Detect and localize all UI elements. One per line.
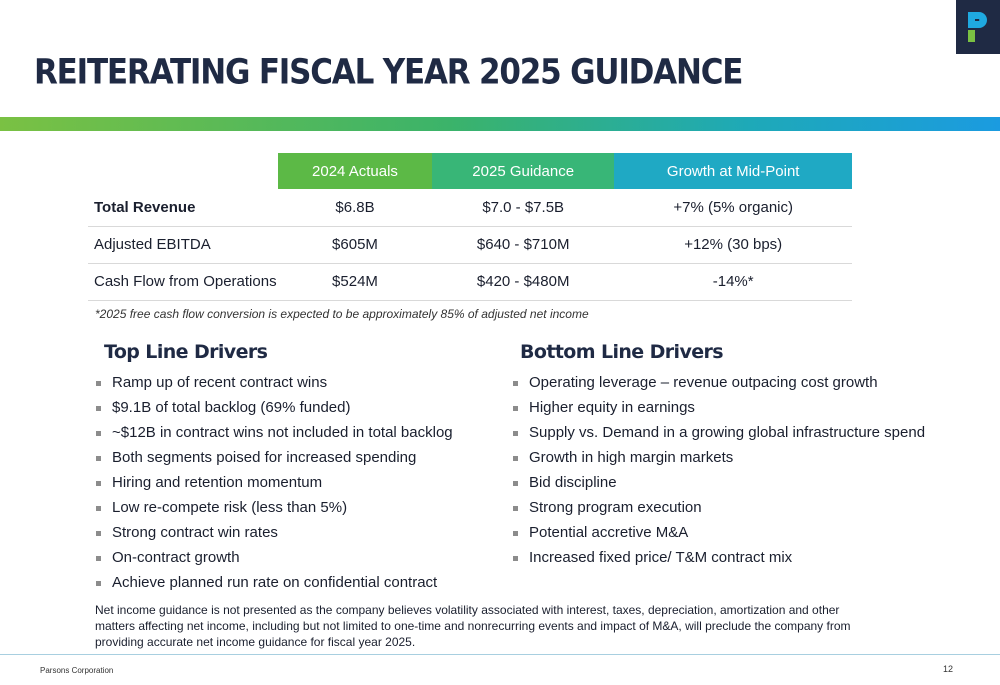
table-footnote: *2025 free cash flow conversion is expec… — [95, 307, 589, 321]
list-item: Ramp up of recent contract wins — [95, 374, 495, 399]
parsons-p-logo-icon — [968, 12, 987, 42]
cell-actuals: $605M — [278, 226, 432, 264]
bullet-icon — [513, 556, 518, 561]
list-item: Growth in high margin markets — [512, 449, 932, 474]
bullet-icon — [96, 531, 101, 536]
column-header-2025-guidance: 2025 Guidance — [431, 153, 615, 189]
bullet-icon — [96, 381, 101, 386]
list-item: ~$12B in contract wins not included in t… — [95, 424, 495, 449]
bullet-icon — [513, 406, 518, 411]
footer-company: Parsons Corporation — [40, 666, 114, 675]
list-item: Higher equity in earnings — [512, 399, 932, 424]
table-row: Total Revenue $6.8B $7.0 - $7.5B +7% (5%… — [88, 189, 852, 227]
bullet-icon — [96, 481, 101, 486]
list-item: $9.1B of total backlog (69% funded) — [95, 399, 495, 424]
cell-actuals: $6.8B — [278, 189, 432, 227]
list-item: Increased fixed price/ T&M contract mix — [512, 549, 932, 574]
cell-guidance: $420 - $480M — [431, 263, 615, 301]
list-item: Potential accretive M&A — [512, 524, 932, 549]
list-item: Strong program execution — [512, 499, 932, 524]
bullet-icon — [96, 556, 101, 561]
list-item: On-contract growth — [95, 549, 495, 574]
list-item: Both segments poised for increased spend… — [95, 449, 495, 474]
list-item: Achieve planned run rate on confidential… — [95, 574, 495, 599]
list-item: Strong contract win rates — [95, 524, 495, 549]
bullet-icon — [96, 581, 101, 586]
bullet-icon — [513, 456, 518, 461]
bullet-icon — [513, 481, 518, 486]
cell-actuals: $524M — [278, 263, 432, 301]
bullet-icon — [96, 406, 101, 411]
table-row: Cash Flow from Operations $524M $420 - $… — [88, 263, 852, 301]
table-header-row: 2024 Actuals 2025 Guidance Growth at Mid… — [88, 153, 852, 189]
table-row: Adjusted EBITDA $605M $640 - $710M +12% … — [88, 226, 852, 264]
column-header-2024-actuals: 2024 Actuals — [278, 153, 432, 189]
guidance-table: 2024 Actuals 2025 Guidance Growth at Mid… — [88, 153, 852, 301]
cell-guidance: $640 - $710M — [431, 226, 615, 264]
bottom-line-drivers-list: Operating leverage – revenue outpacing c… — [512, 374, 932, 574]
row-label-total-revenue: Total Revenue — [88, 189, 278, 227]
list-item: Supply vs. Demand in a growing global in… — [512, 424, 932, 449]
cell-growth: +7% (5% organic) — [614, 189, 852, 227]
list-item: Bid discipline — [512, 474, 932, 499]
bullet-icon — [513, 506, 518, 511]
footer-divider — [0, 654, 1000, 655]
table-corner — [88, 153, 278, 189]
row-label-cash-flow: Cash Flow from Operations — [88, 263, 278, 301]
bullet-icon — [96, 506, 101, 511]
cell-guidance: $7.0 - $7.5B — [431, 189, 615, 227]
bullet-icon — [513, 531, 518, 536]
company-logo — [956, 0, 1000, 54]
page-number: 12 — [943, 664, 954, 674]
bullet-icon — [513, 431, 518, 436]
column-header-growth: Growth at Mid-Point — [614, 153, 852, 189]
page-title: REITERATING FISCAL YEAR 2025 GUIDANCE — [34, 52, 743, 93]
bullet-icon — [513, 381, 518, 386]
bullet-icon — [96, 431, 101, 436]
header-gradient-bar — [0, 117, 1000, 131]
cell-growth: +12% (30 bps) — [614, 226, 852, 264]
cell-growth: -14%* — [614, 263, 852, 301]
top-line-drivers-heading: Top Line Drivers — [104, 341, 268, 363]
top-line-drivers-list: Ramp up of recent contract wins $9.1B of… — [95, 374, 495, 599]
row-label-adjusted-ebitda: Adjusted EBITDA — [88, 226, 278, 264]
list-item: Low re-compete risk (less than 5%) — [95, 499, 495, 524]
bullet-icon — [96, 456, 101, 461]
list-item: Hiring and retention momentum — [95, 474, 495, 499]
net-income-disclaimer: Net income guidance is not presented as … — [95, 603, 851, 649]
bottom-line-drivers-heading: Bottom Line Drivers — [520, 341, 724, 363]
list-item: Operating leverage – revenue outpacing c… — [512, 374, 932, 399]
